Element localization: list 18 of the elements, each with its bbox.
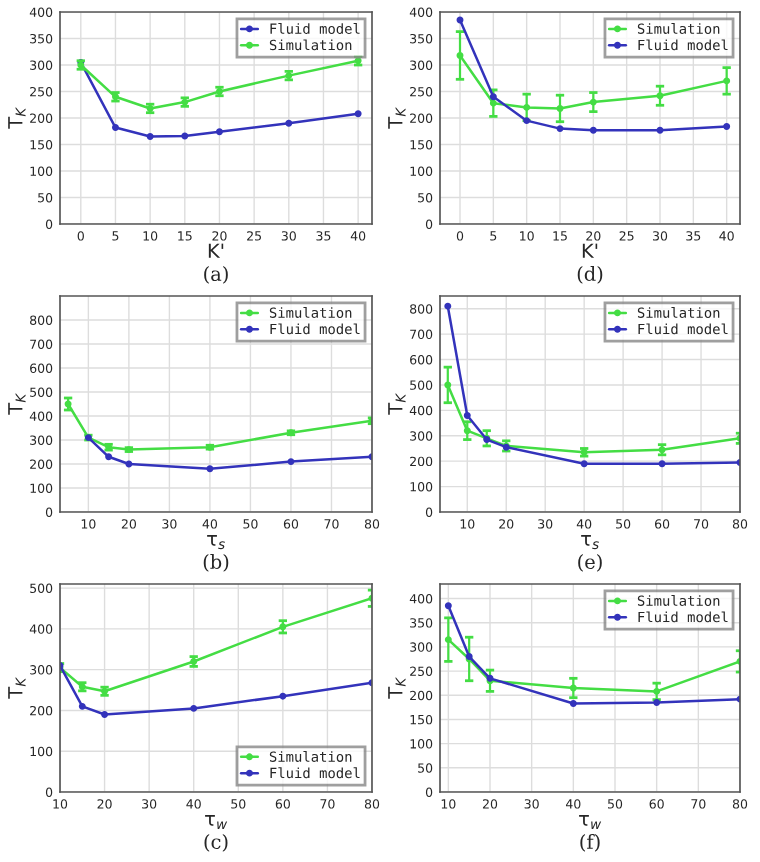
- y-axis-title: T$_{K}$: [8, 676, 26, 699]
- x-axis-title: τ$_{w}$: [579, 815, 602, 829]
- text: (f): [580, 834, 600, 852]
- x-axis-title: τ$_{w}$: [205, 815, 228, 829]
- text: (a): [204, 266, 228, 284]
- y-axis-title: T$_{K}$: [388, 106, 406, 129]
- y-axis-title: T$_{K}$: [8, 392, 26, 415]
- text: (c): [204, 834, 228, 852]
- y-axis-title: T$_{K}$: [388, 676, 406, 699]
- text: (d): [577, 266, 603, 284]
- x-axis-title: τ$_{s}$: [581, 535, 599, 550]
- text: (e): [578, 554, 602, 572]
- x-axis-title: K': [582, 243, 598, 258]
- x-axis-title: K': [208, 243, 224, 258]
- x-axis-title: τ$_{s}$: [207, 535, 225, 550]
- y-axis-title: T$_{K}$: [8, 106, 26, 129]
- text: (b): [203, 554, 229, 572]
- y-axis-title: T$_{K}$: [388, 392, 406, 415]
